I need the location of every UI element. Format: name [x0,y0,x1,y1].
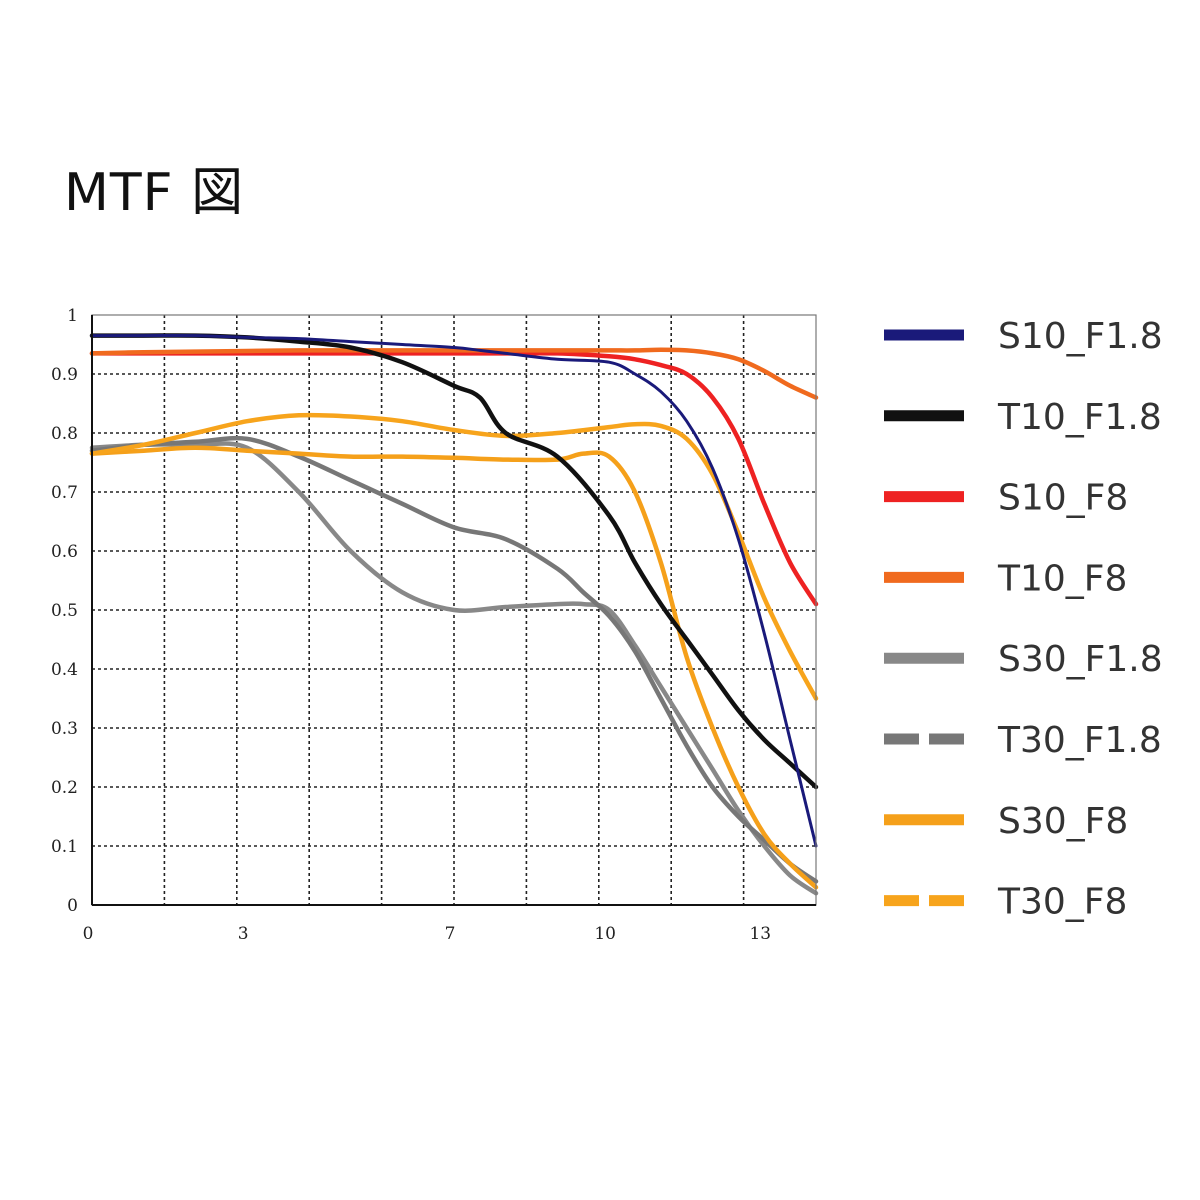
chart-series [89,333,819,896]
series-line-t30-f1-8 [89,435,819,884]
legend-label: S10_F1.8 [998,316,1163,357]
legend-label: S10_F8 [998,478,1128,519]
legend-item: T10_F1.8 [884,397,1162,438]
legend-label: T10_F1.8 [997,397,1162,438]
chart-legend: S10_F1.8 T10_F1.8 S10_F8 T10_F8 S30_F1.8 T30_… [884,316,1163,923]
legend-item: S10_F8 [884,478,1128,519]
series-line-s30-f8 [89,445,819,890]
legend-label: T30_F1.8 [997,720,1162,761]
legend-label: S30_F8 [998,801,1128,842]
legend-item: S30_F1.8 [884,639,1163,680]
page-title: MTF 図 [64,163,245,223]
x-tick-label: 0 [83,924,94,944]
y-tick-label: 0.3 [51,719,78,739]
legend-label: T10_F8 [997,558,1127,599]
legend-label: S30_F1.8 [998,639,1163,680]
y-tick-label: 0.8 [51,424,78,444]
chart-ticks: 00.10.20.30.40.50.60.70.80.910 3 7 10 13 [51,306,771,944]
x-tick-label: 13 [749,924,771,944]
chart-frame [91,314,817,906]
y-tick-label: 0.2 [51,778,78,798]
legend-item: T30_F1.8 [884,720,1162,761]
y-tick-label: 0.5 [51,601,78,621]
y-tick-label: 1 [67,306,78,326]
y-tick-label: 0.9 [51,365,78,385]
x-tick-label: 10 [594,924,616,944]
series-line-s10-f8 [89,350,819,607]
legend-item: T30_F8 [884,882,1127,923]
y-tick-label: 0 [67,896,78,916]
legend-item: S10_F1.8 [884,316,1163,357]
series-line-t30-f8 [89,412,819,701]
y-tick-label: 0.4 [51,660,78,680]
series-line-s10-f1-8 [90,334,818,848]
y-tick-label: 0.6 [51,542,78,562]
y-tick-label: 0.7 [51,483,78,503]
legend-label: T30_F8 [997,882,1127,923]
legend-item: S30_F8 [884,801,1128,842]
legend-item: T10_F8 [884,558,1127,599]
x-tick-label: 3 [238,924,249,944]
y-tick-label: 0.1 [51,837,78,857]
x-tick-label: 7 [445,924,456,944]
series-line-t10-f8 [89,347,819,400]
